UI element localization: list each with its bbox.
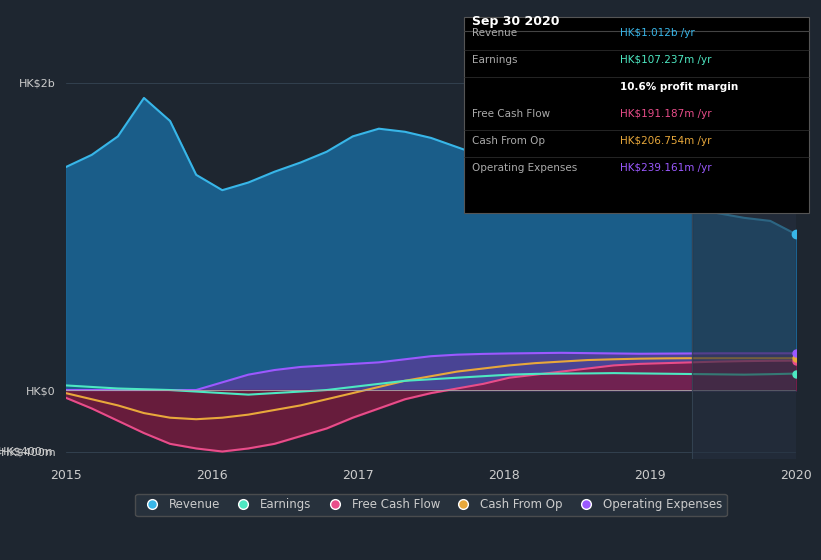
Legend: Revenue, Earnings, Free Cash Flow, Cash From Op, Operating Expenses: Revenue, Earnings, Free Cash Flow, Cash … bbox=[135, 493, 727, 516]
Text: Free Cash Flow: Free Cash Flow bbox=[472, 109, 550, 119]
Text: Sep 30 2020: Sep 30 2020 bbox=[472, 15, 560, 28]
Text: Operating Expenses: Operating Expenses bbox=[472, 163, 577, 173]
Text: Revenue: Revenue bbox=[472, 29, 517, 39]
Text: HK$1.012b /yr: HK$1.012b /yr bbox=[620, 29, 695, 39]
Text: HK$206.754m /yr: HK$206.754m /yr bbox=[620, 136, 711, 146]
Bar bbox=[692, 67, 796, 459]
Text: 10.6% profit margin: 10.6% profit margin bbox=[620, 82, 738, 92]
Text: HK$191.187m /yr: HK$191.187m /yr bbox=[620, 109, 712, 119]
Text: HK$239.161m /yr: HK$239.161m /yr bbox=[620, 163, 712, 173]
Text: Cash From Op: Cash From Op bbox=[472, 136, 545, 146]
Text: -HK$400m: -HK$400m bbox=[0, 446, 53, 456]
Text: HK$107.237m /yr: HK$107.237m /yr bbox=[620, 55, 711, 66]
Text: Earnings: Earnings bbox=[472, 55, 517, 66]
